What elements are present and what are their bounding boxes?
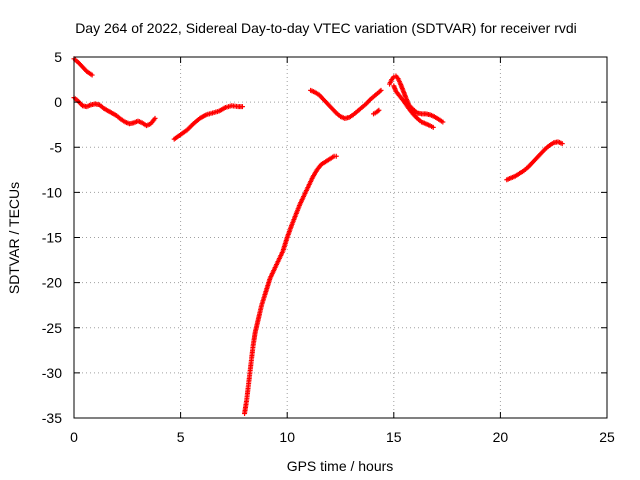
x-tick-label: 20 [493,429,509,445]
chart-title: Day 264 of 2022, Sidereal Day-to-day VTE… [75,20,577,36]
series-arc-5 [308,87,384,121]
y-tick-label: -25 [42,320,62,336]
y-tick-label: -35 [42,410,62,426]
y-axis-title: SDTVAR / TECUs [6,182,22,294]
series-arc-6 [371,107,382,117]
x-tick-label: 5 [177,429,185,445]
y-tick-label: 0 [54,94,62,110]
y-tick-label: -5 [50,139,63,155]
data-point [333,153,339,159]
data-point [239,104,245,110]
data-point [376,107,382,113]
y-tick-label: -10 [42,184,62,200]
series-arc-2 [71,95,158,129]
grid [74,57,607,418]
data-point [89,72,95,78]
data-point [377,88,383,94]
x-tick-label: 10 [279,429,295,445]
series-arc-8 [391,83,436,130]
data-point [378,87,384,93]
data-point [440,119,446,125]
series-arc-3 [171,103,245,142]
x-tick-label: 0 [70,429,78,445]
y-tick-label: 5 [54,49,62,65]
x-tick-label: 25 [599,429,615,445]
y-tick-label: -30 [42,365,62,381]
series-arc-4 [242,153,339,416]
series-arc-7 [387,73,446,125]
x-axis-title: GPS time / hours [287,458,394,474]
data-point [559,141,565,147]
x-tick-label: 15 [386,429,402,445]
plot-frame [73,56,608,419]
data-point [430,124,436,130]
data-point [375,108,381,114]
y-tick-label: -20 [42,275,62,291]
y-tick-label: -15 [42,230,62,246]
series-arc-9 [504,139,565,183]
data-points [71,56,565,416]
series-arc-1 [71,56,95,78]
axis-ticks: 0 5 10 15 20 25 5 0 -5 -10 -15 -20 -25 -30 -35 [42,49,615,445]
data-point [152,115,158,121]
